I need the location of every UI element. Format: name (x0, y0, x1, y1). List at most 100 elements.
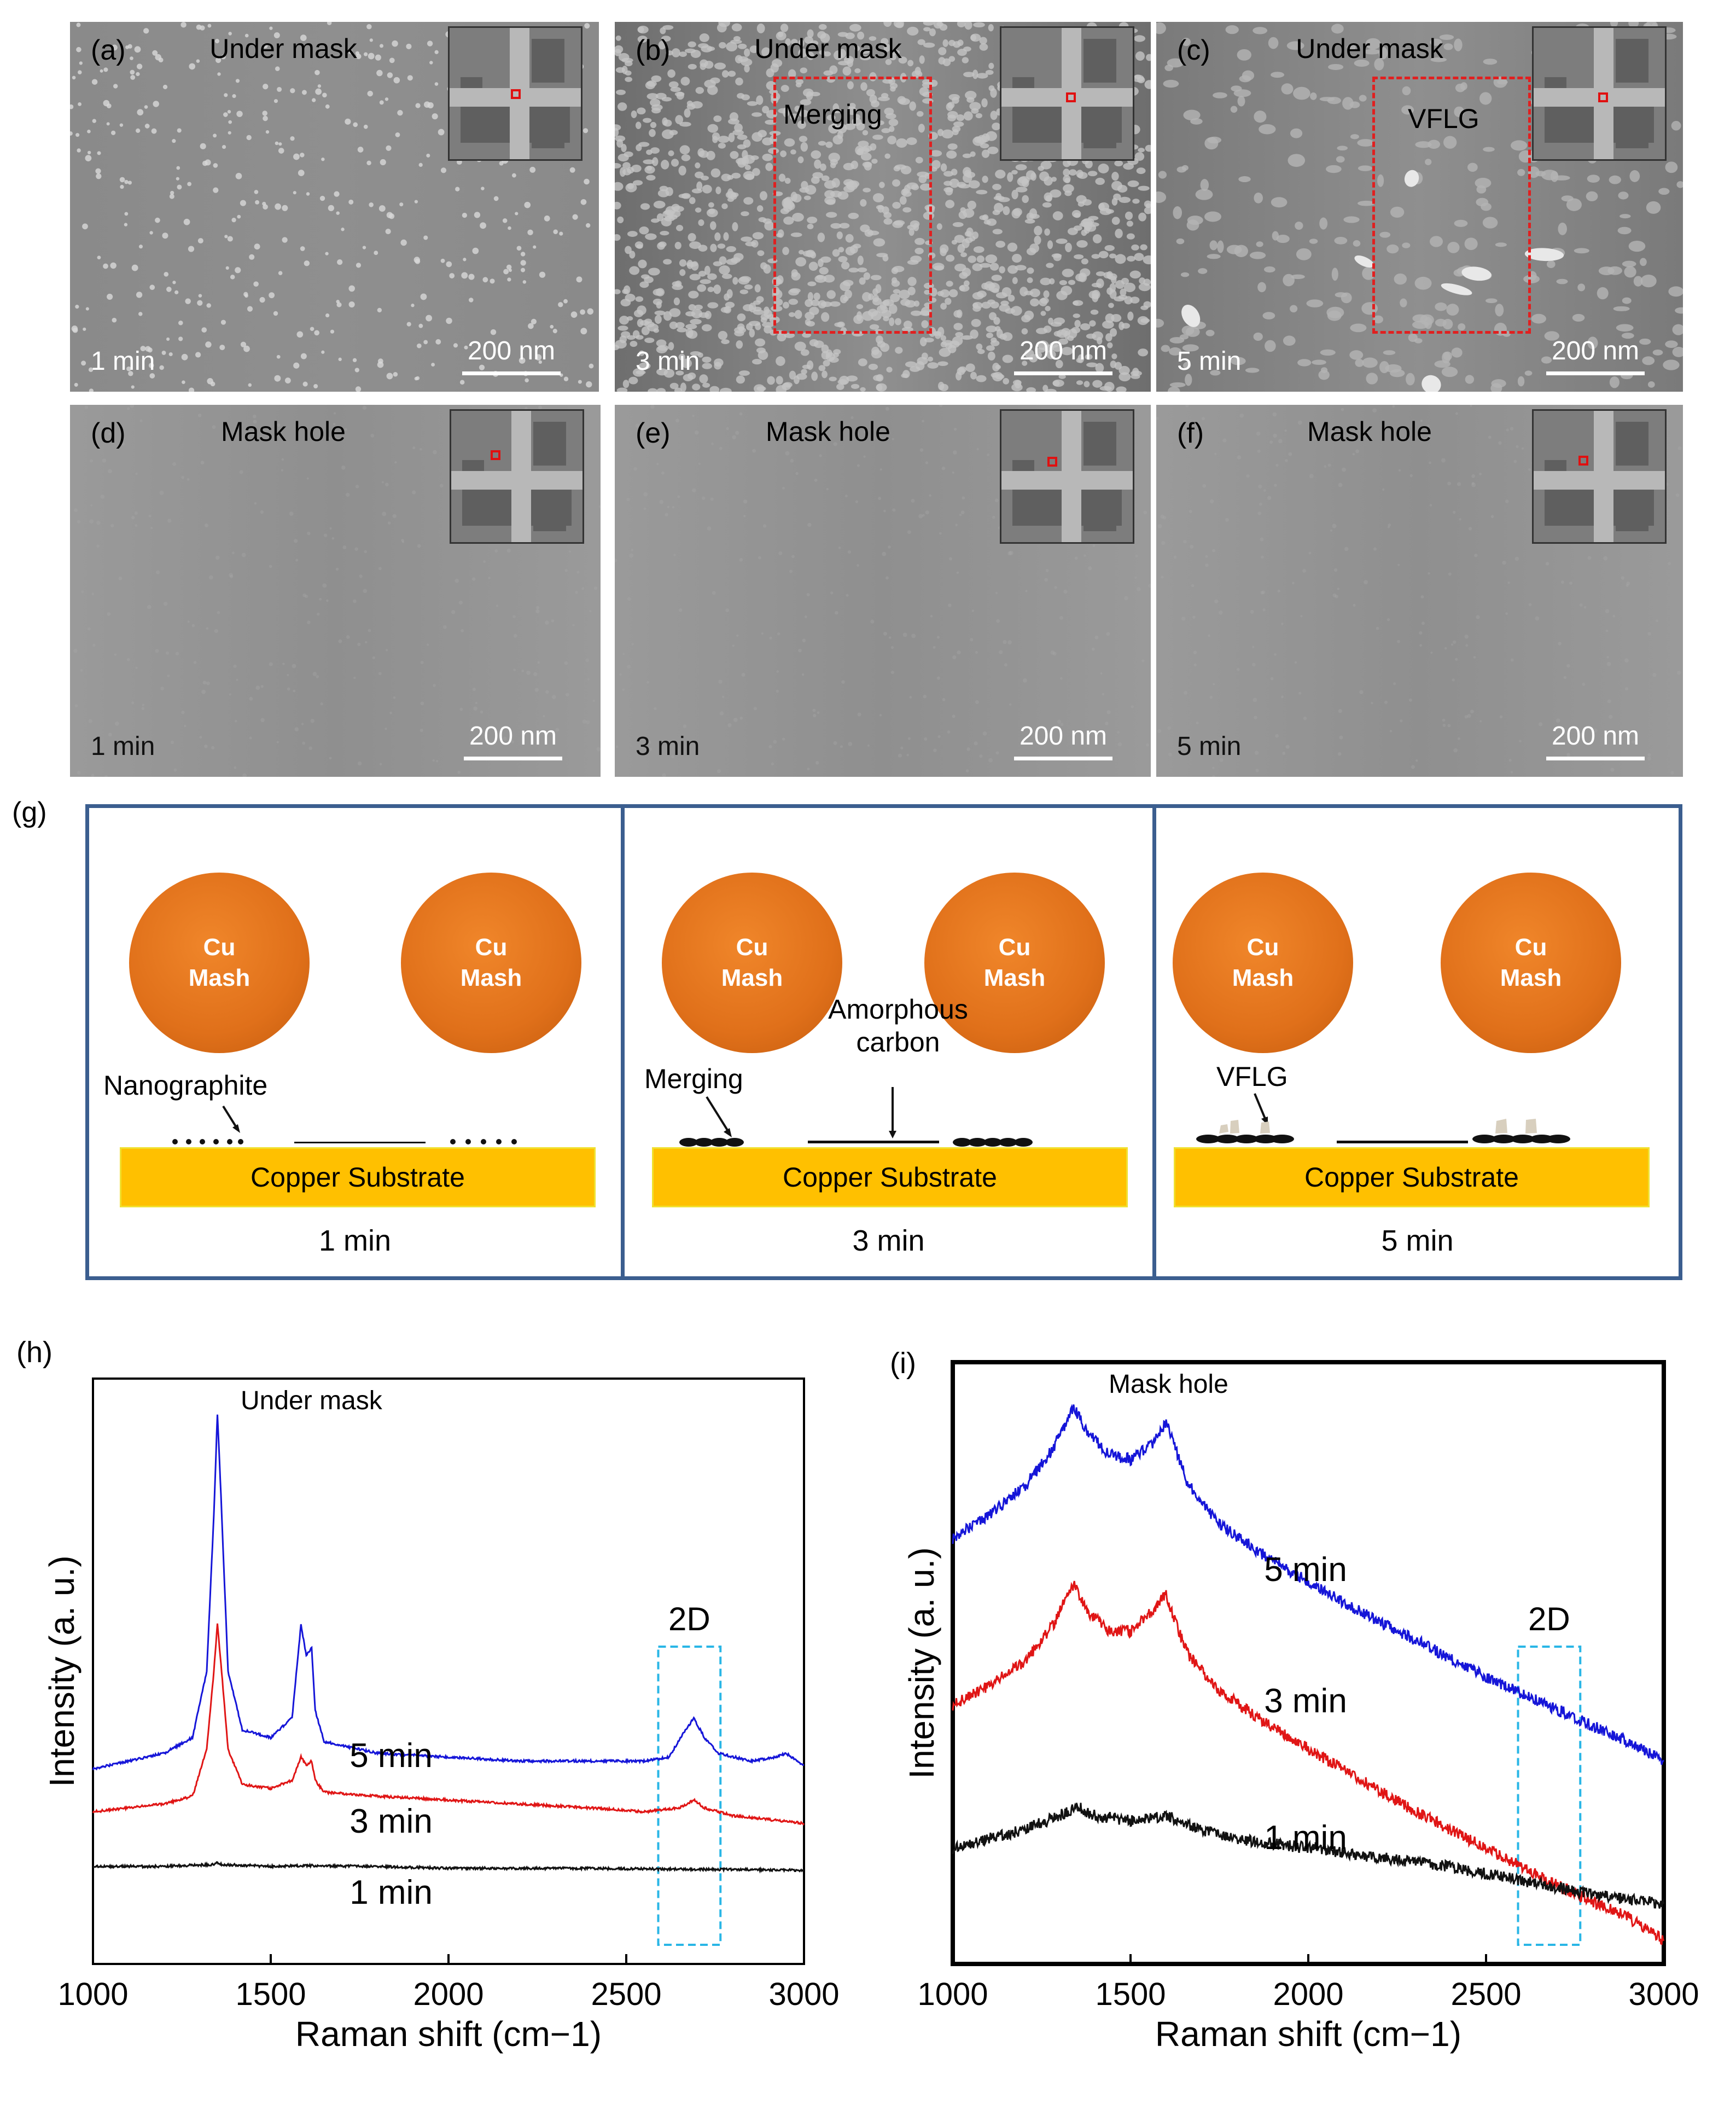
sem-texture (615, 22, 1151, 392)
cu-label: Cu (1514, 934, 1547, 961)
sem-time-label: 5 min (1177, 732, 1242, 761)
inset-mesh-cell (533, 422, 566, 466)
inset-location-marker (511, 89, 521, 99)
inset-mesh-bar (1594, 411, 1613, 542)
amorphous-carbon-line (1337, 1141, 1468, 1143)
chart-title: Mask hole (1109, 1370, 1228, 1399)
spectrum-1-min (92, 1861, 805, 1874)
merged-nanographite (679, 1138, 698, 1147)
scale-bar: 200 nm (462, 336, 561, 375)
mash-label: Mash (1232, 964, 1294, 991)
cu-label: Cu (736, 934, 768, 961)
cu-mesh-circle: Cu Mash (129, 873, 310, 1053)
2d-band-label: 2D (1528, 1601, 1570, 1637)
x-axis-label: Raman shift (cm−1) (295, 2014, 602, 2054)
nanographite-dot (213, 1139, 219, 1144)
series-label-5-min: 5 min (349, 1737, 433, 1775)
inset-mesh-cell (1083, 487, 1116, 531)
nanographite-dot (200, 1139, 205, 1144)
cu-mesh-circle: Cu Mash (401, 873, 581, 1053)
sem-texture (1156, 22, 1683, 392)
nanographite-dot (496, 1139, 502, 1144)
x-tick-label: 3000 (768, 1977, 839, 2012)
x-tick-label: 1500 (235, 1977, 306, 2012)
scale-bar-label: 200 nm (467, 336, 556, 365)
merged-nanographite (999, 1138, 1017, 1147)
y-axis-label: Intensity (a. u.) (902, 1547, 941, 1778)
2d-band-label: 2D (668, 1601, 710, 1637)
x-tick-label: 1000 (57, 1977, 128, 2012)
sem-texture (70, 22, 594, 392)
sem-overview-inset (1000, 409, 1134, 544)
schematic-stage-5min: Cu Mash Cu Mash VFLG Copp (1152, 804, 1682, 1280)
panel-label-b: (b) (636, 34, 671, 66)
scale-bar-line (1546, 371, 1645, 375)
scale-bar: 200 nm (1014, 721, 1112, 760)
stage-time-label: 5 min (1381, 1224, 1454, 1257)
cu-mesh-circle: Cu Mash (662, 873, 842, 1053)
scale-bar-label: 200 nm (1019, 336, 1108, 365)
inset-location-marker (1047, 457, 1057, 467)
mash-label: Mash (721, 964, 783, 991)
plot-frame (92, 1378, 805, 1965)
nanographite-dot (481, 1139, 486, 1144)
nanographite-dot (186, 1139, 191, 1144)
nanographite-dot (465, 1139, 471, 1144)
panel-label-d: (d) (91, 417, 126, 449)
raman-chart-under-mask: 1000 1500 2000 2500 3000 Raman shift (cm−1) In… (16, 1340, 840, 2054)
raman-chart-mask-hole: 1000 1500 2000 2500 3000 Raman shift (cm−1) In… (890, 1347, 1699, 2054)
inset-mesh-cell (532, 104, 564, 148)
inset-mesh-cell (1083, 104, 1116, 148)
amorphous-carbon-label: Amorphous carbon (828, 994, 968, 1057)
plot-frame (951, 1360, 1666, 1966)
cu-mesh-circle: Cu Mash (1441, 873, 1621, 1053)
inset-mesh-cell (1083, 39, 1116, 83)
scale-bar: 200 nm (464, 721, 562, 760)
chart-title: Under mask (241, 1386, 383, 1415)
spectrum-5-min (92, 1414, 805, 1771)
sem-overview-inset (450, 409, 584, 544)
inset-mesh-cell (1616, 422, 1648, 466)
sem-title: Mask hole (221, 416, 346, 447)
schematic-stage-3min: Cu Mash Cu Mash Amorphous carbon Merging… (621, 804, 1156, 1280)
inset-location-marker (1598, 92, 1608, 102)
inset-mesh-bar (511, 411, 531, 542)
inset-mesh-cell (1083, 422, 1116, 466)
inset-mesh-cell (532, 39, 564, 83)
spectrum-3-min (952, 1580, 1665, 1945)
2d-band-highlight-box (657, 1646, 722, 1946)
sem-texture (1156, 405, 1682, 777)
sem-overview-inset (1532, 26, 1667, 161)
inset-mesh-cell (1616, 487, 1648, 531)
amorphous-carbon-line (294, 1142, 426, 1143)
cu-label: Cu (998, 934, 1031, 961)
panel-label-e: (e) (636, 417, 671, 449)
cu-label: Cu (475, 934, 508, 961)
sem-title: Under mask (209, 33, 357, 64)
merging-label: Merging (644, 1063, 743, 1094)
copper-substrate: Copper Substrate (120, 1147, 596, 1207)
nanographite-arrow (222, 1105, 240, 1133)
spectrum-1-min (952, 1803, 1665, 1909)
copper-substrate: Copper Substrate (652, 1147, 1128, 1207)
merged-nanographite (695, 1138, 713, 1147)
stage-time-label: 3 min (852, 1224, 925, 1257)
panel-label-c: (c) (1177, 34, 1210, 66)
scale-bar: 200 nm (1546, 336, 1645, 375)
sem-time-label: 3 min (636, 347, 700, 376)
sem-image-a: (a) Under mask 1 min 200 nm (70, 22, 599, 392)
merged-nanographite (983, 1138, 1002, 1147)
scale-bar-label: 200 nm (1551, 336, 1640, 365)
inset-mesh-cell (533, 487, 566, 531)
sem-time-label: 1 min (91, 347, 155, 376)
2d-band-highlight-box (1517, 1646, 1582, 1946)
series-label-1-min: 1 min (1264, 1819, 1347, 1857)
merged-nanographite (953, 1138, 971, 1147)
nanographite-dot (238, 1139, 243, 1144)
scale-bar-line (462, 371, 561, 375)
series-label-3-min: 3 min (1264, 1682, 1347, 1720)
panel-label: (h) (16, 1340, 53, 1369)
schematic-arrows (706, 1087, 896, 1138)
amorphous-carbon-line (808, 1141, 939, 1143)
nanographite-dot (450, 1139, 456, 1144)
